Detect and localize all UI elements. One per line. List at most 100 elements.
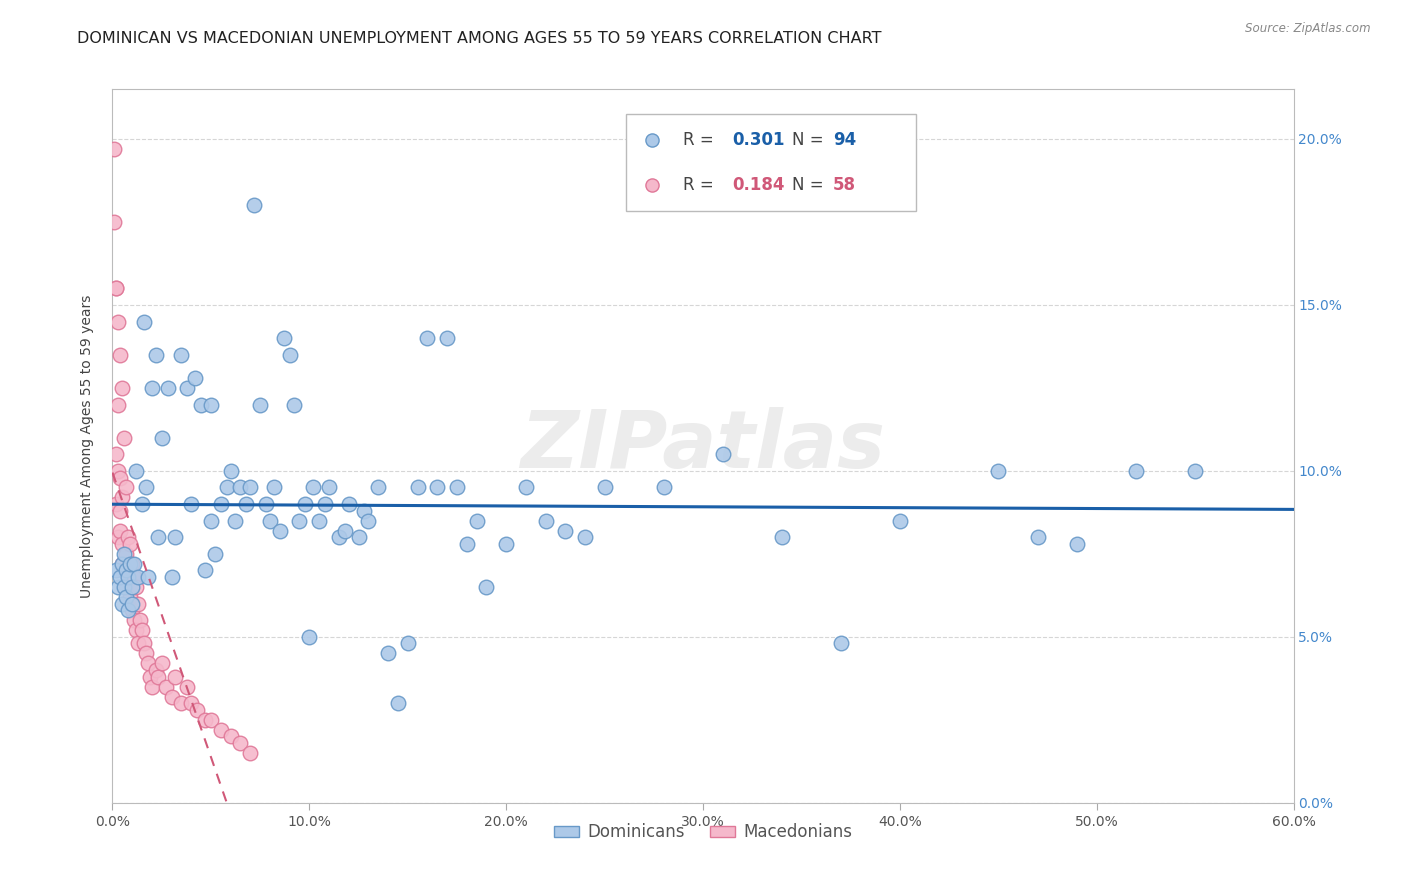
Point [235, 497, 257, 511]
Point [121, 603, 143, 617]
Point [105, 281, 128, 295]
Point [111, 557, 134, 571]
Point [269, 524, 291, 538]
Point [190, 397, 212, 411]
Point [239, 746, 262, 760]
Point [136, 657, 159, 671]
Point [219, 464, 242, 478]
Point [353, 504, 375, 518]
Point [184, 371, 207, 385]
Text: 0.301: 0.301 [733, 131, 785, 149]
Point [141, 680, 163, 694]
Point [132, 314, 155, 328]
Point [105, 447, 128, 461]
Point [333, 524, 356, 538]
Point [347, 530, 370, 544]
Point [328, 530, 350, 544]
Point [254, 497, 277, 511]
Point [574, 530, 596, 544]
Point [160, 690, 183, 704]
Point [121, 597, 143, 611]
Point [219, 730, 242, 744]
Point [155, 680, 177, 694]
Point [377, 647, 399, 661]
Point [139, 670, 162, 684]
Point [110, 570, 132, 584]
Point [406, 481, 429, 495]
Point [224, 514, 246, 528]
Point [150, 431, 173, 445]
Point [465, 514, 488, 528]
Point [156, 381, 179, 395]
Point [117, 530, 139, 544]
Text: 0.184: 0.184 [733, 176, 785, 194]
Point [107, 314, 129, 328]
Point [1026, 530, 1049, 544]
Point [110, 504, 132, 518]
Point [176, 680, 198, 694]
Point [194, 564, 217, 578]
Point [136, 570, 159, 584]
Point [125, 580, 148, 594]
Point [357, 514, 380, 528]
Point [176, 381, 198, 395]
Point [593, 481, 616, 495]
Point [105, 497, 128, 511]
Point [387, 696, 409, 710]
Point [112, 431, 135, 445]
Point [103, 215, 125, 229]
Point [396, 636, 419, 650]
Point [200, 397, 222, 411]
Point [278, 348, 301, 362]
Point [122, 613, 145, 627]
Point [426, 481, 449, 495]
Point [294, 497, 316, 511]
Point [515, 481, 537, 495]
Point [112, 564, 135, 578]
Point [200, 713, 222, 727]
Point [652, 481, 675, 495]
Point [103, 142, 125, 156]
Point [135, 481, 157, 495]
Point [115, 564, 138, 578]
Point [475, 580, 498, 594]
Point [127, 636, 149, 650]
Point [273, 331, 295, 345]
Point [120, 537, 142, 551]
Point [170, 348, 193, 362]
Point [122, 570, 145, 584]
Text: ZIPatlas: ZIPatlas [520, 407, 886, 485]
Point [111, 597, 134, 611]
Point [302, 481, 325, 495]
Point [115, 580, 138, 594]
Text: N =: N = [792, 131, 828, 149]
Point [554, 524, 576, 538]
Point [456, 537, 478, 551]
Point [115, 547, 138, 561]
Point [298, 630, 321, 644]
Point [436, 331, 458, 345]
Text: 94: 94 [832, 131, 856, 149]
Point [111, 557, 134, 571]
Point [111, 491, 134, 505]
Point [987, 464, 1010, 478]
Text: N =: N = [792, 176, 828, 194]
Point [204, 547, 226, 561]
Point [121, 580, 143, 594]
Point [112, 547, 135, 561]
Text: R =: R = [683, 176, 718, 194]
Point [131, 497, 153, 511]
Point [107, 464, 129, 478]
Point [308, 514, 330, 528]
Point [170, 696, 193, 710]
Point [125, 624, 148, 638]
Point [229, 736, 252, 750]
Point [132, 636, 155, 650]
Point [146, 670, 169, 684]
Point [107, 397, 129, 411]
Point [127, 597, 149, 611]
Point [135, 647, 157, 661]
Point [111, 537, 134, 551]
Point [105, 564, 128, 578]
Point [770, 530, 793, 544]
